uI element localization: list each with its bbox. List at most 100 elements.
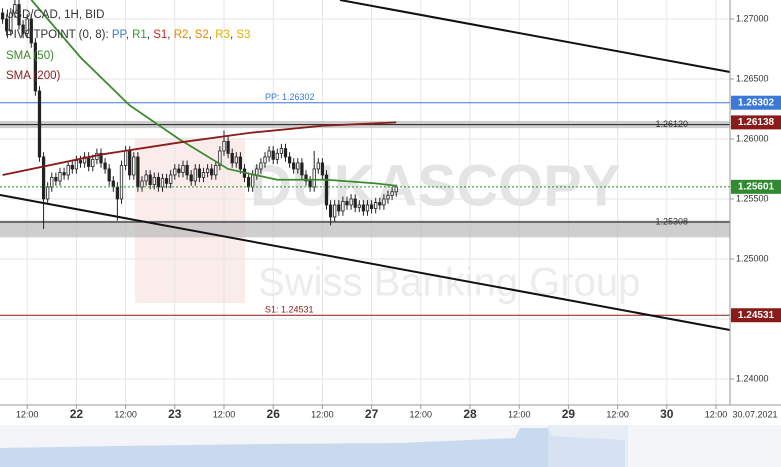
candle-body xyxy=(304,174,308,182)
candle-body xyxy=(361,204,366,212)
price-tag-label: 1.25601 xyxy=(738,181,775,192)
pivot-legend-sep: , xyxy=(126,29,132,41)
candle-body xyxy=(74,160,79,170)
candle-body xyxy=(119,164,124,200)
candle-body xyxy=(91,158,95,167)
candle-body xyxy=(218,150,222,166)
candle-body xyxy=(177,168,181,173)
candle-body xyxy=(13,4,17,14)
candle-body xyxy=(115,186,120,200)
candle-body xyxy=(5,18,9,32)
x-tick-label: 29 xyxy=(562,407,576,421)
pivot-legend-sep: , xyxy=(230,29,236,41)
candle-body xyxy=(111,180,115,188)
candle-body xyxy=(308,180,312,188)
candle-body xyxy=(312,168,316,188)
candle-body xyxy=(328,204,333,218)
candle-body xyxy=(251,174,255,188)
candle-body xyxy=(148,174,152,185)
candle-body xyxy=(70,164,74,170)
pivot-legend-item: R1 xyxy=(132,29,147,41)
x-tick-label: 12:00 xyxy=(705,409,728,419)
candle-body xyxy=(66,164,70,176)
candle-body xyxy=(41,156,46,200)
candle-body xyxy=(234,156,238,164)
x-tick-label: 12:00 xyxy=(311,409,334,419)
candle-body xyxy=(374,202,378,209)
candle-body xyxy=(107,168,111,182)
candle-body xyxy=(259,162,263,170)
x-tick-label: 23 xyxy=(168,407,182,421)
watermark-brand: DUKASCOPY xyxy=(250,153,621,218)
candle-body xyxy=(382,198,386,206)
candle-body xyxy=(197,168,202,178)
price-tag xyxy=(731,95,781,110)
candle-body xyxy=(390,191,394,196)
candle-body xyxy=(205,168,210,173)
y-tick-label: 1.27000 xyxy=(736,13,769,23)
candle-body xyxy=(128,150,132,176)
candle-body xyxy=(123,150,128,166)
candle-body xyxy=(357,204,361,208)
y-tick-label: 1.24000 xyxy=(736,373,769,383)
pivot-legend-sep: , xyxy=(167,29,173,41)
watermark-logo xyxy=(135,138,245,303)
candle-body xyxy=(378,202,382,206)
candle-body xyxy=(99,152,103,164)
x-tick-label: 26 xyxy=(267,407,281,421)
candle-body xyxy=(267,150,271,158)
candle-body xyxy=(369,204,374,209)
candle-body xyxy=(353,198,357,208)
x-tick-label: 12:00 xyxy=(16,409,39,419)
candle-body xyxy=(136,156,140,188)
candle-body xyxy=(17,4,21,26)
candle-body xyxy=(58,172,62,182)
pivot-label: PIVOTPOINT (0, 8): xyxy=(6,29,112,41)
candle-body xyxy=(337,204,341,212)
price-tag-label: 1.26302 xyxy=(738,97,775,108)
pivot-legend-item: S1 xyxy=(153,29,167,41)
candle-body xyxy=(365,204,370,212)
candle-body xyxy=(78,160,83,164)
candle-body xyxy=(103,162,107,170)
x-tick-label: 12:00 xyxy=(114,409,137,419)
candle-body xyxy=(320,162,325,176)
y-tick-label: 1.26500 xyxy=(736,73,769,83)
candle-body xyxy=(283,148,288,158)
candle-body xyxy=(185,164,189,176)
candle-body xyxy=(226,140,230,154)
candle-body xyxy=(144,174,148,182)
candle-body xyxy=(33,42,38,92)
candle-body xyxy=(169,174,173,184)
zone-label: 1.26120 xyxy=(655,119,688,129)
y-tick-label: 1.25000 xyxy=(736,253,769,263)
candle-body xyxy=(46,186,50,200)
candle-body xyxy=(62,172,66,176)
candle-body xyxy=(181,164,185,173)
candle-body xyxy=(214,164,218,176)
candle-body xyxy=(21,24,25,34)
candle-body xyxy=(87,156,91,167)
navigator-window[interactable] xyxy=(548,425,628,467)
candle-body xyxy=(25,18,29,34)
candle-body xyxy=(349,198,353,206)
candle-body xyxy=(140,180,144,188)
candle-body xyxy=(345,200,349,206)
price-tag xyxy=(731,115,781,130)
price-tag xyxy=(731,179,781,194)
candle-body xyxy=(156,176,161,188)
x-tick-label: 22 xyxy=(70,407,84,421)
navigator-area xyxy=(0,428,625,467)
candle-body xyxy=(210,168,214,176)
sma-line xyxy=(2,121,397,176)
pivot-label: PP: 1.26302 xyxy=(265,92,315,102)
trendline xyxy=(339,0,731,73)
price-tag xyxy=(731,308,781,323)
candle-body xyxy=(82,156,87,164)
candle-body xyxy=(189,174,193,182)
pivot-legend-item: S2 xyxy=(195,29,209,41)
candle-body xyxy=(173,168,177,176)
candle-body xyxy=(292,162,296,170)
candle-body xyxy=(333,204,337,218)
sma-line xyxy=(30,0,397,187)
